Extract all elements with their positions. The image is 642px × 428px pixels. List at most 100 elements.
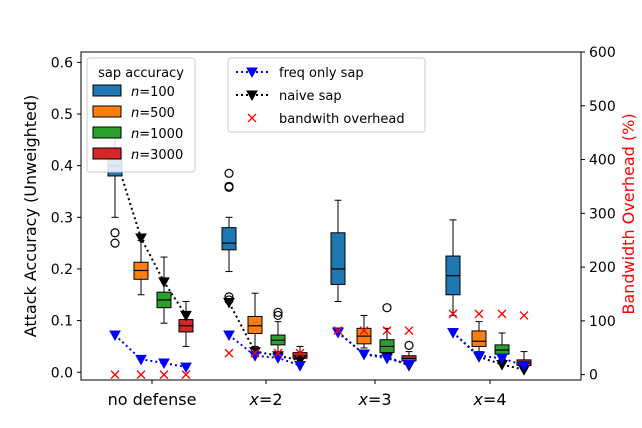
freq-only-sap-marker — [180, 362, 192, 374]
x-tick-label: x=2 — [248, 390, 282, 409]
bandwidth-overhead-marker — [333, 326, 343, 335]
x-stroke-b — [404, 326, 414, 335]
freq-only-sap-marker — [135, 354, 147, 366]
box-body — [247, 315, 263, 335]
freq-only-sap-marker — [518, 361, 530, 372]
outlier-point — [273, 307, 283, 317]
x-tick-label: x=3 — [357, 390, 391, 409]
freq-only-sap-marker — [496, 353, 508, 365]
x-tick-label: x=4 — [472, 390, 506, 409]
bandwidth-overhead-marker — [382, 326, 392, 335]
outlier-point — [110, 228, 120, 238]
x-stroke-b — [136, 370, 146, 380]
bandwidth-overhead-marker — [110, 370, 120, 380]
naive-sap-line — [228, 302, 301, 362]
box-n-100-g3 — [330, 199, 346, 302]
box-n-3000-g3 — [401, 340, 417, 364]
plot-area — [107, 128, 532, 380]
bandwidth-overhead-marker — [497, 309, 507, 319]
bandwidth-overhead-marker — [250, 348, 260, 358]
freq-only-sap-marker — [447, 327, 459, 339]
box-n-3000-g1 — [178, 300, 194, 347]
x-stroke-b — [333, 326, 343, 335]
legend-marker — [246, 90, 258, 102]
x-tick-label: no defense — [108, 390, 197, 409]
y2-axis-label: Bandwidth Overhead (%) — [619, 113, 638, 314]
naive-sap-line — [452, 331, 525, 371]
legend-label: n=100 — [131, 85, 175, 100]
freq-only-sap-line — [337, 331, 410, 366]
y-tick-label: 0.6 — [51, 55, 73, 71]
x-stroke-b — [497, 309, 507, 319]
legend-label: freq only sap — [279, 66, 364, 81]
naive-sap-marker — [180, 310, 192, 322]
outlier-point — [224, 182, 234, 192]
box-n-500-g2 — [247, 292, 263, 347]
outlier-point — [382, 303, 392, 313]
box-body — [221, 227, 237, 251]
freq-only-sap-line — [228, 334, 301, 367]
y-tick-label: 0.4 — [51, 159, 73, 175]
y-tick-label: 0.3 — [51, 210, 73, 226]
x-stroke-b — [110, 370, 120, 380]
axes: 0.0 0.1 0.2 0.3 0.4 0.5 0.6 0 100 200 300 400 500 600… — [21, 45, 638, 409]
legend-swatch — [92, 84, 122, 97]
y-tick-label: 0.0 — [51, 365, 73, 381]
y2-tick-label: 400 — [589, 153, 616, 169]
legend-swatch — [92, 147, 122, 160]
y2-tick-label: 500 — [589, 99, 616, 115]
freq-only-sap-marker — [109, 330, 121, 342]
legend-frame — [227, 57, 426, 133]
bandwidth-overhead-marker — [474, 309, 484, 319]
y2-tick-label: 0 — [589, 368, 598, 384]
freq-only-sap-marker — [358, 349, 370, 361]
legend-title: sap accuracy — [98, 66, 184, 81]
box-n-1000-g1 — [156, 256, 172, 324]
y2-tick-label: 100 — [589, 314, 616, 330]
bandwidth-overhead-marker — [136, 370, 146, 380]
x-stroke-b — [250, 348, 260, 358]
naive-sap-line — [114, 155, 187, 316]
legend-marker — [247, 113, 257, 123]
x-stroke-b — [247, 113, 257, 123]
naive-sap-marker — [223, 298, 235, 309]
bandwidth-overhead-marker — [273, 348, 283, 358]
box-n-500-g3 — [356, 314, 372, 349]
box-body — [471, 330, 487, 347]
legend-label: n=500 — [131, 106, 175, 121]
bandwidth-overhead-marker — [181, 370, 191, 380]
freq-only-sap-marker — [473, 351, 485, 362]
legend-label: naive sap — [279, 89, 342, 104]
legend-label: bandwith overhead — [279, 112, 405, 127]
freq-only-sap-marker — [294, 361, 306, 372]
legend-marker — [246, 67, 258, 79]
naive-sap-line — [337, 331, 410, 367]
y2-tick-label: 600 — [589, 45, 616, 61]
y-axis-label: Attack Accuracy (Unweighted) — [21, 95, 40, 338]
y2-tick-label: 200 — [589, 260, 616, 276]
naive-sap-marker — [294, 355, 306, 367]
x-stroke-b — [382, 326, 392, 335]
bandwidth-overhead-marker — [359, 326, 369, 335]
y-tick-label: 0.1 — [51, 314, 73, 330]
legend-label: n=3000 — [131, 148, 183, 163]
legend-lines: freq only sap naive sap bandwith overhead — [227, 57, 426, 133]
legend-sap-accuracy: sap accuracy n=100 n=500 n=1000 n=3000 — [86, 57, 196, 173]
x-stroke-b — [181, 370, 191, 380]
x-stroke-b — [224, 348, 234, 358]
outlier-point — [224, 168, 234, 178]
freq-only-sap-marker — [272, 353, 284, 364]
x-stroke-b — [474, 309, 484, 319]
bandwidth-overhead-marker — [404, 326, 414, 335]
x-stroke-b — [448, 309, 458, 319]
box-n-100-g2 — [221, 168, 237, 305]
outlier-point — [404, 340, 414, 350]
bandwidth-overhead-marker — [159, 370, 169, 380]
box-n-500-g1 — [133, 240, 149, 296]
legends: sap accuracy n=100 n=500 n=1000 n=3000 freq o… — [86, 57, 426, 173]
box-body — [330, 232, 346, 285]
box-n-500-g4 — [471, 321, 487, 353]
y2-tick-label: 300 — [589, 206, 616, 222]
bandwidth-overhead-marker — [295, 348, 305, 358]
